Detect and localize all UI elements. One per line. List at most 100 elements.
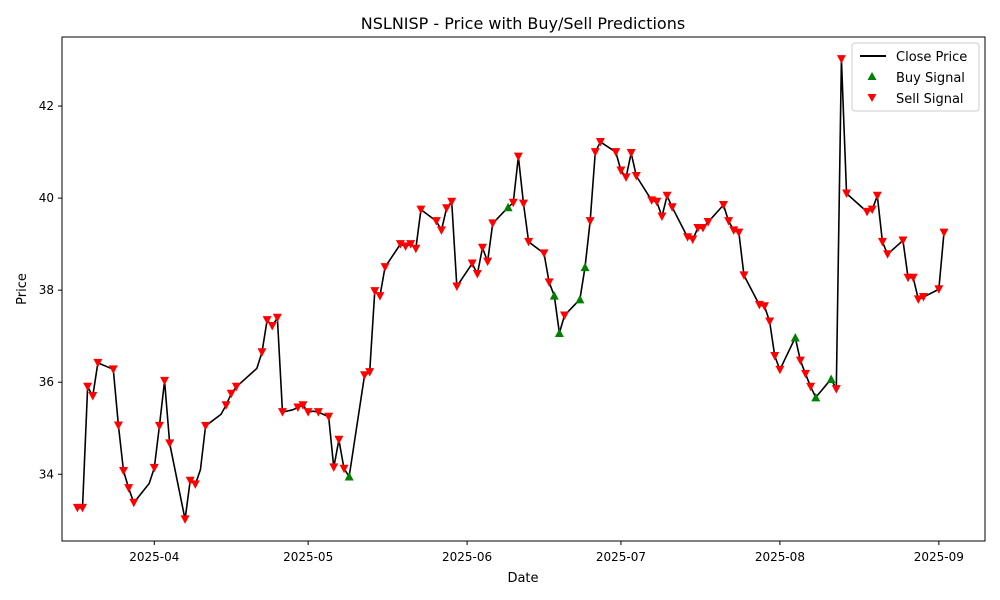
sell-signal-marker <box>698 224 708 233</box>
sell-signal-marker <box>221 401 231 410</box>
sell-signal-marker <box>293 403 303 413</box>
y-tick-label: 38 <box>39 283 54 297</box>
sell-signal-marker <box>154 421 164 431</box>
plot-area <box>72 55 949 524</box>
sell-signal-marker <box>939 228 949 238</box>
sell-signal-marker <box>180 515 190 524</box>
sell-signal-marker <box>652 197 662 207</box>
y-tick-label: 36 <box>39 375 54 389</box>
sell-signal-marker <box>585 217 595 226</box>
sell-signal-marker <box>770 351 780 361</box>
sell-signal-marker <box>524 237 534 247</box>
sell-signal-marker <box>918 293 928 302</box>
sell-signal-marker <box>913 295 923 304</box>
sell-signal-marker <box>411 244 421 254</box>
buy-signal-marker <box>790 333 800 342</box>
sell-signal-marker <box>83 382 93 392</box>
sell-signal-marker <box>590 148 600 157</box>
sell-signal-marker <box>662 191 672 201</box>
buy-signal-marker <box>826 374 836 383</box>
sell-signal-marker <box>734 228 744 238</box>
x-tick-label: 2025-07 <box>596 550 646 564</box>
sell-signal-marker <box>298 401 308 410</box>
sell-signal-marker <box>395 240 405 249</box>
x-tick-label: 2025-04 <box>129 550 179 564</box>
sell-signal-marker <box>472 270 482 279</box>
x-tick-label: 2025-05 <box>283 550 333 564</box>
sell-signal-marker <box>360 371 370 380</box>
sell-signal-marker <box>683 233 693 242</box>
legend-box <box>851 42 980 112</box>
sell-signal-marker <box>442 204 452 213</box>
sell-signal-marker <box>703 218 713 227</box>
sell-signal-marker <box>775 365 785 375</box>
sell-signal-marker <box>108 365 118 374</box>
sell-signal-marker <box>370 287 380 296</box>
close-price-line <box>77 58 945 521</box>
sell-signal-marker <box>806 382 816 392</box>
x-tick-label: 2025-08 <box>755 550 805 564</box>
sell-signal-marker <box>729 226 739 235</box>
sell-signal-marker <box>160 376 170 386</box>
sell-signal-marker <box>447 197 457 207</box>
legend-sell-signal-swatch <box>867 94 877 102</box>
sell-signal-marker <box>934 285 944 294</box>
sell-signal-marker <box>867 205 877 215</box>
sell-signal-marker <box>831 385 841 394</box>
sell-signal-marker <box>739 271 749 280</box>
x-axis-title: Date <box>507 571 538 586</box>
sell-signal-marker <box>631 172 641 181</box>
x-tick-label: 2025-09 <box>914 550 964 564</box>
sell-signal-marker <box>226 389 236 399</box>
sell-signal-marker <box>477 243 487 253</box>
legend-close-price-label: Close Price <box>896 50 967 65</box>
buy-signal-marker <box>811 392 821 402</box>
sell-signal-marker <box>267 322 277 331</box>
sell-signal-marker <box>375 292 385 301</box>
sell-signal-marker <box>667 203 677 212</box>
y-axis: 34 36 38 40 42 <box>39 99 62 481</box>
buy-signal-marker <box>503 202 513 212</box>
sell-signal-marker <box>508 198 518 208</box>
legend-sell-signal-label: Sell Signal <box>896 92 964 107</box>
sell-signal-marker <box>185 476 195 486</box>
sell-signal-marker <box>149 463 159 473</box>
y-axis-title: Price <box>15 273 30 305</box>
buy-signal-marker <box>580 262 590 272</box>
plot-frame <box>61 36 986 542</box>
sell-signal-marker <box>257 348 267 357</box>
sell-signal-marker <box>303 408 313 417</box>
sell-signal-marker <box>718 201 728 210</box>
sell-signal-marker <box>190 480 200 489</box>
sell-signal-marker <box>201 421 211 431</box>
sell-signal-marker <box>688 235 698 245</box>
sell-signal-marker <box>324 412 334 422</box>
sell-signal-marker <box>862 207 872 217</box>
sell-signal-marker <box>616 166 626 175</box>
sell-signal-marker <box>611 148 621 157</box>
y-tick-label: 40 <box>39 191 54 205</box>
sell-signal-marker <box>431 217 441 226</box>
sell-signal-marker <box>313 408 323 417</box>
sell-signal-marker <box>119 467 129 476</box>
sell-signal-marker <box>765 317 775 326</box>
sell-signal-marker <box>801 369 811 379</box>
sell-signal-marker <box>452 282 462 291</box>
sell-signal-marker <box>795 356 805 366</box>
sell-signal-marker <box>277 408 287 417</box>
y-tick-label: 42 <box>39 99 54 113</box>
sell-signal-marker <box>898 236 908 245</box>
legend-buy-signal-label: Buy Signal <box>896 71 965 86</box>
sell-signal-marker <box>544 278 554 287</box>
sell-signal-marker <box>908 273 918 283</box>
sell-signal-marker <box>519 199 528 209</box>
sell-signal-marker <box>365 368 375 377</box>
sell-signal-marker <box>334 435 344 445</box>
sell-signal-marker <box>262 316 272 325</box>
sell-signal-marker <box>380 263 390 272</box>
sell-signal-marker <box>560 311 570 320</box>
legend-buy-signal-swatch <box>867 72 877 80</box>
buy-signal-marker <box>344 472 354 481</box>
sell-signal-marker <box>836 55 846 64</box>
